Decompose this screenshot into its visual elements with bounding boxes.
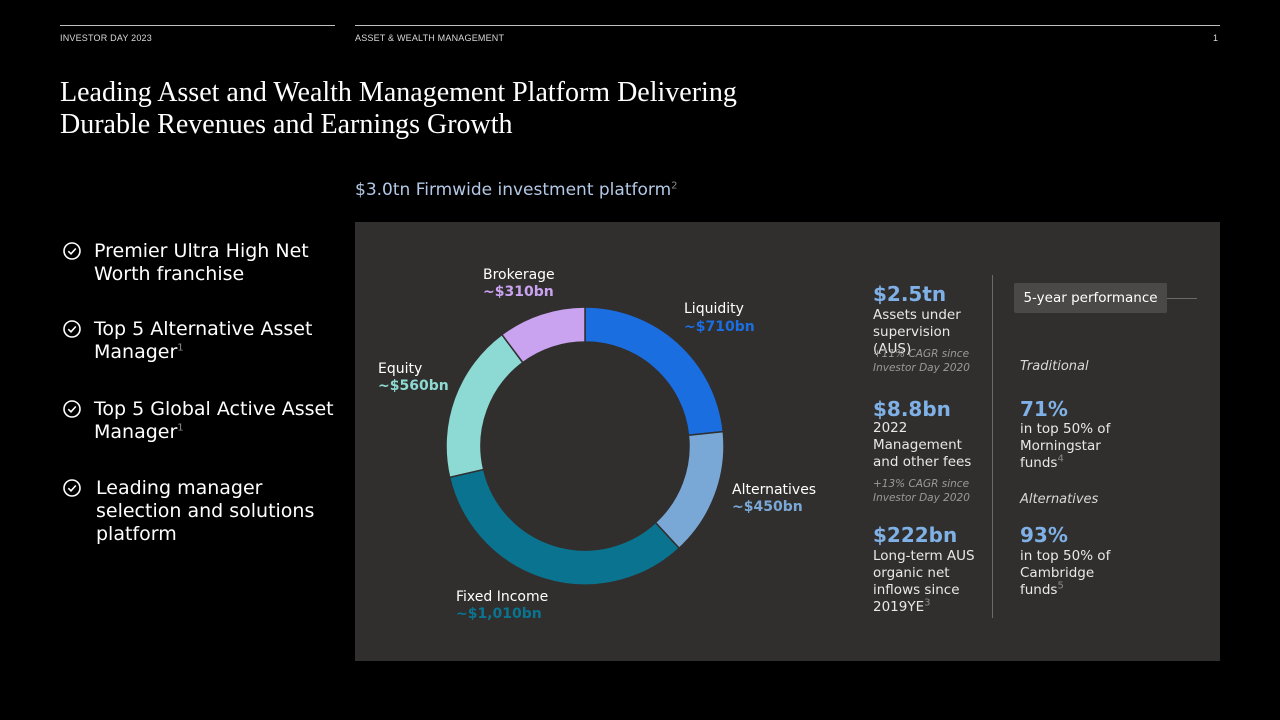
check-circle-icon <box>63 320 81 338</box>
inflows-label-text: Long-term AUS organic net inflows since … <box>873 548 975 615</box>
label-alternatives: Alternatives <box>732 482 817 498</box>
traditional-value: 71% <box>1020 397 1068 421</box>
donut-slice-brokerage <box>500 306 586 364</box>
header-event-label: INVESTOR DAY 2023 <box>60 33 152 43</box>
page-title-line-2: Durable Revenues and Earnings Growth <box>60 109 513 140</box>
page-title: Leading Asset and Wealth Management Plat… <box>60 77 740 141</box>
header-section-label: ASSET & WEALTH MANAGEMENT <box>355 33 505 43</box>
value-liquidity: ~$710bn <box>684 319 755 335</box>
aus-note: +11% CAGR since Investor Day 2020 <box>873 348 970 374</box>
label-liquidity: Liquidity <box>684 301 744 317</box>
performance-badge-rule <box>1167 298 1197 299</box>
label-equity: Equity <box>378 361 423 377</box>
value-brokerage: ~$310bn <box>483 284 554 300</box>
highlight-text-value: Premier Ultra High Net Worth franchise <box>94 240 309 285</box>
page-title-line-1: Leading Asset and Wealth Management Plat… <box>60 77 737 108</box>
highlight-text-value: Leading manager selection and solutions … <box>96 477 315 545</box>
donut-slice-alternatives <box>654 430 725 550</box>
traditional-label: in top 50% of Morningstar funds4 <box>1020 421 1125 472</box>
highlight-text-value: Top 5 Global Active Asset Manager <box>94 398 334 443</box>
fees-value: $8.8bn <box>873 397 951 421</box>
alternatives-footnote: 5 <box>1057 580 1064 592</box>
alternatives-heading: Alternatives <box>1020 492 1099 507</box>
inflows-value: $222bn <box>873 523 958 547</box>
highlight-text: Top 5 Global Active Asset Manager1 <box>94 398 344 444</box>
header-rule-right <box>355 25 1220 26</box>
highlight-footnote: 1 <box>177 342 184 354</box>
highlight-text: Top 5 Alternative Asset Manager1 <box>94 318 344 364</box>
fees-note: +13% CAGR since Investor Day 2020 <box>873 478 970 504</box>
label-brokerage: Brokerage <box>483 267 555 283</box>
highlight-text-value: Top 5 Alternative Asset Manager <box>94 318 313 363</box>
traditional-footnote: 4 <box>1057 453 1064 465</box>
check-circle-icon <box>63 479 81 497</box>
stats-divider <box>992 275 993 618</box>
alternatives-label: in top 50% of Cambridge funds5 <box>1020 548 1120 599</box>
check-circle-icon <box>63 242 81 260</box>
donut-chart <box>445 306 725 586</box>
value-equity: ~$560bn <box>378 378 449 394</box>
header-rule-left <box>60 25 335 26</box>
chart-subtitle-footnote: 2 <box>671 180 678 192</box>
performance-badge: 5-year performance <box>1014 283 1167 313</box>
inflows-footnote: 3 <box>924 597 931 609</box>
alternatives-label-text: in top 50% of Cambridge funds <box>1020 548 1111 598</box>
page-number: 1 <box>1213 33 1219 43</box>
value-fixed-income: ~$1,010bn <box>456 606 542 622</box>
alternatives-value: 93% <box>1020 523 1068 547</box>
donut-slice-equity <box>445 333 524 479</box>
aus-value: $2.5tn <box>873 282 947 306</box>
aus-label: Assets under supervision (AUS) <box>873 307 961 357</box>
highlight-text: Leading manager selection and solutions … <box>96 477 346 546</box>
highlight-text: Premier Ultra High Net Worth franchise <box>94 240 344 286</box>
traditional-label-text: in top 50% of Morningstar funds <box>1020 421 1111 471</box>
chart-subtitle: $3.0tn Firmwide investment platform2 <box>355 180 678 200</box>
inflows-label: Long-term AUS organic net inflows since … <box>873 548 983 616</box>
value-alternatives: ~$450bn <box>732 499 803 515</box>
check-circle-icon <box>63 400 81 418</box>
highlight-footnote: 1 <box>177 422 184 434</box>
traditional-heading: Traditional <box>1020 359 1089 374</box>
chart-subtitle-text: $3.0tn Firmwide investment platform <box>355 180 672 200</box>
label-fixed-income: Fixed Income <box>456 589 549 605</box>
fees-label: 2022 Management and other fees <box>873 420 972 470</box>
donut-slice-fixed-income <box>448 468 681 586</box>
